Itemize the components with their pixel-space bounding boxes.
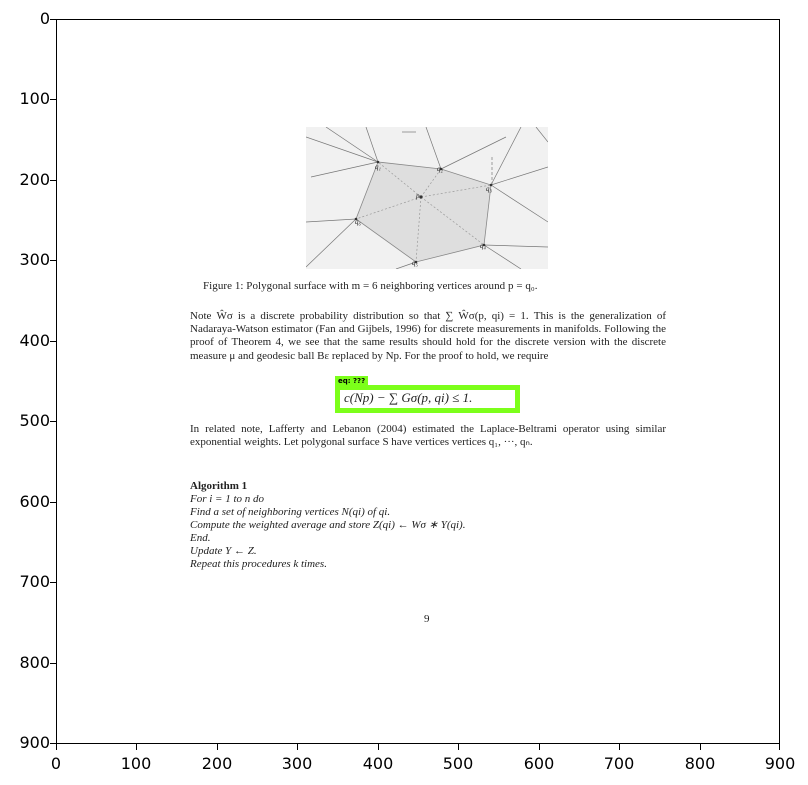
y-tick-label: 0	[39, 9, 50, 28]
x-tick-label: 900	[764, 754, 796, 773]
x-tick-label: 500	[442, 754, 474, 773]
polygon-surface-figure: q₁ q₂ q₃ q₄ q₅ q₆ p	[306, 127, 548, 269]
equation-highlight-box	[335, 385, 520, 413]
x-tick-label: 400	[362, 754, 394, 773]
page-number: 9	[424, 613, 430, 625]
y-tick-mark	[50, 663, 56, 664]
x-tick-label: 100	[120, 754, 152, 773]
algorithm-title: Algorithm 1	[190, 480, 248, 492]
y-tick-label: 300	[19, 250, 50, 269]
x-tick-label: 600	[523, 754, 555, 773]
paragraph: Note Ŵσ is a discrete probability distri…	[190, 310, 666, 362]
y-tick-label: 900	[19, 733, 50, 752]
y-tick-mark	[50, 582, 56, 583]
x-tick-mark	[136, 744, 137, 750]
y-tick-mark	[50, 180, 56, 181]
y-tick-mark	[50, 19, 56, 20]
y-tick-label: 600	[19, 492, 50, 511]
x-tick-mark	[539, 744, 540, 750]
y-tick-mark	[50, 99, 56, 100]
y-tick-label: 700	[19, 572, 50, 591]
vertex-label: q₂	[437, 165, 444, 173]
y-tick-mark	[50, 421, 56, 422]
x-tick-label: 0	[50, 754, 62, 773]
x-tick-mark	[217, 744, 218, 750]
y-tick-label: 500	[19, 411, 50, 430]
x-tick-mark	[700, 744, 701, 750]
y-tick-label: 400	[19, 331, 50, 350]
algorithm-line: Compute the weighted average and store Z…	[190, 519, 466, 531]
y-tick-mark	[50, 743, 56, 744]
y-tick-label: 100	[19, 89, 50, 108]
vertex-label: q₃	[486, 185, 493, 193]
x-tick-mark	[378, 744, 379, 750]
x-tick-label: 200	[201, 754, 233, 773]
algorithm-block: Algorithm 1 For i = 1 to n do Find a set…	[190, 480, 465, 571]
vertex-label: q₁	[375, 163, 381, 171]
y-tick-label: 800	[19, 653, 50, 672]
vertex-label: q₆	[355, 218, 362, 226]
vertex-label: p	[415, 192, 420, 200]
x-tick-mark	[56, 744, 57, 750]
equation: c(Np) − ∑ Gσ(p, qi) ≤ 1.	[344, 390, 473, 405]
vertex-label: q₅	[412, 259, 419, 267]
y-tick-mark	[50, 260, 56, 261]
algorithm-line: Find a set of neighboring vertices N(qi)…	[190, 506, 391, 518]
paragraph: In related note, Lafferty and Lebanon (2…	[190, 423, 666, 449]
x-tick-label: 700	[603, 754, 635, 773]
algorithm-line: End.	[190, 532, 211, 544]
figure-caption: Figure 1: Polygonal surface with m = 6 n…	[203, 280, 538, 292]
x-tick-label: 300	[281, 754, 313, 773]
vertex-label: q₄	[480, 242, 487, 250]
y-tick-label: 200	[19, 170, 50, 189]
x-tick-mark	[619, 744, 620, 750]
y-tick-mark	[50, 341, 56, 342]
equation-tag: eq: ???	[335, 376, 369, 386]
algorithm-line: For i = 1 to n do	[190, 493, 265, 505]
x-tick-mark	[297, 744, 298, 750]
x-tick-label: 800	[684, 754, 716, 773]
algorithm-line: Repeat this procedures k times.	[190, 558, 327, 570]
algorithm-line: Update Y ← Z.	[190, 545, 257, 557]
x-tick-mark	[779, 744, 780, 750]
y-tick-mark	[50, 502, 56, 503]
x-tick-mark	[458, 744, 459, 750]
